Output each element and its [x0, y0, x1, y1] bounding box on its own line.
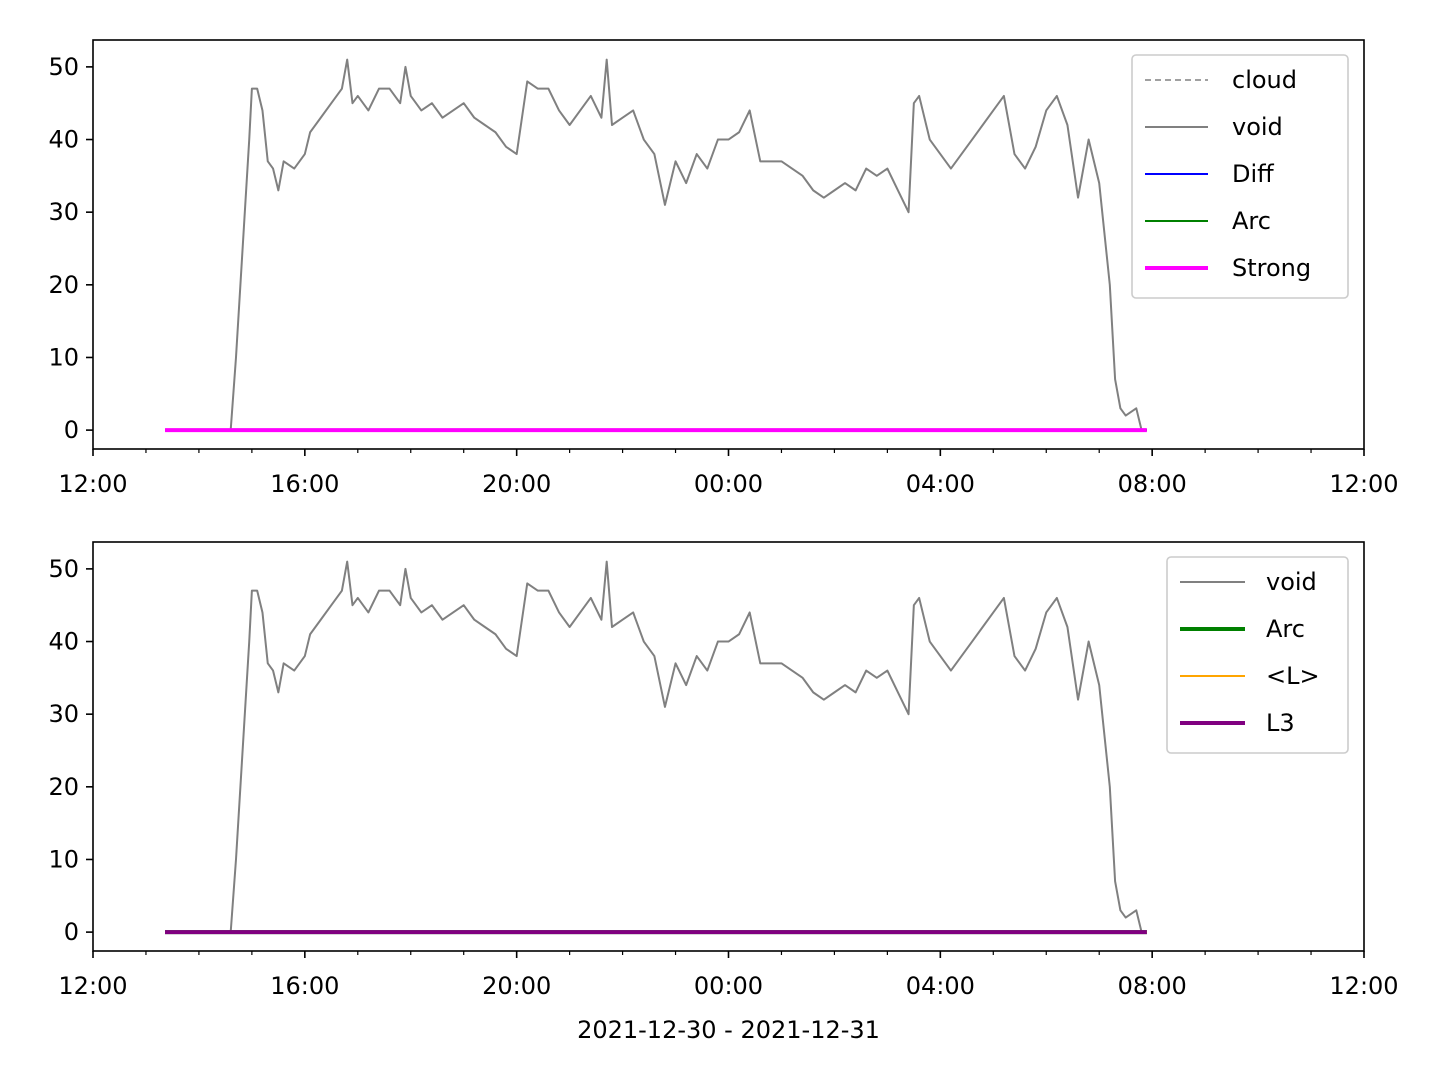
x-tick-label: 04:00 — [906, 972, 975, 1000]
series-line — [165, 58, 1143, 432]
y-tick-label: 10 — [48, 845, 79, 873]
y-tick-label: 0 — [64, 918, 79, 946]
legend-label: Strong — [1232, 254, 1311, 282]
x-tick-label: 00:00 — [694, 972, 763, 1000]
legend-label: void — [1232, 113, 1283, 141]
legend-label: Diff — [1232, 160, 1274, 188]
x-axis-label: 2021-12-30 - 2021-12-31 — [577, 1016, 880, 1044]
x-tick-label: 12:00 — [1329, 470, 1398, 498]
legend-label: cloud — [1232, 66, 1297, 94]
legend-label: <L> — [1266, 662, 1320, 690]
x-tick-label: 12:00 — [1329, 972, 1398, 1000]
legend-box — [1166, 556, 1349, 754]
x-tick-label: 12:00 — [58, 972, 127, 1000]
y-tick-label: 40 — [48, 628, 79, 656]
y-tick-label: 50 — [48, 53, 79, 81]
y-tick-label: 50 — [48, 555, 79, 583]
series-line — [165, 560, 1143, 934]
legend-box — [1131, 54, 1349, 299]
x-tick-label: 20:00 — [482, 972, 551, 1000]
x-tick-label: 08:00 — [1118, 972, 1187, 1000]
legend: cloud void Diff Arc Strong — [1131, 54, 1349, 299]
y-tick-label: 20 — [48, 271, 79, 299]
x-tick-label: 08:00 — [1118, 470, 1187, 498]
x-tick-label: 16:00 — [270, 470, 339, 498]
legend-label: void — [1266, 568, 1317, 596]
y-tick-label: 40 — [48, 126, 79, 154]
y-tick-label: 0 — [64, 416, 79, 444]
x-tick-label: 04:00 — [906, 470, 975, 498]
y-tick-label: 20 — [48, 773, 79, 801]
x-tick-label: 00:00 — [694, 470, 763, 498]
x-tick-label: 12:00 — [58, 470, 127, 498]
y-tick-label: 30 — [48, 700, 79, 728]
x-tick-label: 16:00 — [270, 972, 339, 1000]
legend: void Arc <L> L3 — [1166, 556, 1349, 754]
plot-area: 0 10 20 30 40 50 12:00 16:00 20:00 00:00 04:00 08:0… — [48, 541, 1399, 1044]
plot-area: 0 10 20 30 40 50 12:00 16:00 20:00 00:00 04:00 08:0… — [48, 39, 1399, 498]
legend-label: L3 — [1266, 709, 1295, 737]
x-tick-label: 20:00 — [482, 470, 551, 498]
y-tick-label: 30 — [48, 198, 79, 226]
legend-label: Arc — [1232, 207, 1271, 235]
legend-label: Arc — [1266, 615, 1305, 643]
y-tick-label: 10 — [48, 343, 79, 371]
